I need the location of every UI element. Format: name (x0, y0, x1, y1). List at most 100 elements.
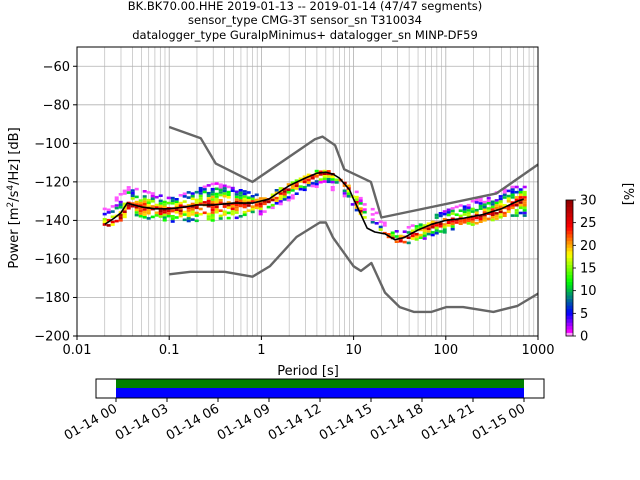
colorbar-step (566, 264, 573, 269)
psd-cell (210, 208, 215, 212)
psd-cell (218, 217, 223, 220)
colorbar-step (566, 237, 573, 242)
psd-cell (134, 211, 139, 214)
timeline-tick-label: 01-14 00 (62, 401, 120, 443)
psd-cell (202, 190, 207, 194)
psd-cell (454, 205, 459, 209)
psd-cell (178, 214, 183, 218)
psd-cell (126, 188, 131, 192)
psd-cell (458, 222, 463, 225)
psd-cell (482, 208, 487, 212)
psd-cell (138, 212, 143, 215)
psd-cell (126, 206, 131, 210)
psd-cell (226, 203, 231, 207)
timeline-tick-label: 01-14 03 (113, 401, 171, 443)
psd-cell (290, 189, 295, 192)
psd-cell (354, 190, 359, 194)
psd-cell (370, 213, 375, 216)
psd-cell (186, 211, 191, 215)
psd-cell (218, 191, 223, 194)
psd-cell (102, 207, 107, 211)
psd-cell (346, 192, 351, 195)
psd-cell (458, 209, 463, 212)
psd-cell (226, 190, 231, 194)
psd-cell (470, 207, 475, 211)
y-tick-label: −200 (34, 330, 70, 345)
psd-cell (462, 210, 467, 214)
psd-cell (130, 202, 135, 205)
psd-cell (210, 216, 215, 220)
psd-cell (466, 222, 471, 225)
colorbar-step (566, 291, 573, 296)
psd-cell (202, 201, 207, 204)
psd-cell (166, 209, 171, 213)
psd-cell (274, 202, 279, 205)
colorbar-step (566, 257, 573, 262)
psd-cell (142, 216, 147, 219)
psd-cell (306, 181, 311, 184)
psd-cell (442, 231, 447, 234)
psd-cell (290, 196, 295, 200)
psd-cell (498, 205, 503, 209)
psd-cell (290, 183, 295, 187)
psd-cell (118, 213, 123, 217)
psd-cell (122, 215, 127, 219)
psd-cell (214, 208, 219, 211)
psd-cell (322, 177, 327, 181)
psd-cell (314, 169, 319, 173)
psd-cell (326, 175, 331, 178)
psd-cell (462, 205, 467, 208)
psd-cell (486, 212, 491, 215)
psd-cell (322, 172, 327, 175)
psd-cell (146, 191, 151, 194)
psd-cell (510, 193, 515, 197)
psd-cell (246, 196, 251, 199)
psd-cell (138, 209, 143, 213)
psd-cell (110, 205, 115, 208)
psd-cell (522, 209, 527, 212)
psd-cell (486, 209, 491, 213)
psd-cell (170, 199, 175, 202)
y-tick-label: −140 (34, 214, 70, 229)
colorbar-step (566, 217, 573, 221)
psd-cell (450, 227, 455, 231)
psd-cell (238, 196, 243, 200)
psd-cell (278, 187, 283, 190)
psd-cell (262, 199, 267, 203)
colorbar-step (566, 230, 573, 235)
psd-cell (282, 190, 287, 193)
psd-cell (242, 195, 247, 198)
psd-cell (278, 200, 283, 203)
psd-cell (486, 199, 491, 202)
psd-cell (110, 220, 115, 224)
psd-cell (506, 210, 511, 213)
psd-cell (322, 180, 327, 183)
psd-cell (474, 201, 479, 204)
colorbar-step (566, 223, 573, 228)
psd-cell (122, 213, 127, 216)
psd-cell (354, 201, 359, 204)
psd-cell (498, 200, 503, 203)
psd-cell (194, 211, 199, 215)
psd-cell (314, 182, 319, 186)
colorbar-tick-label: 10 (580, 284, 597, 299)
psd-cell (142, 210, 147, 214)
psd-cell (166, 201, 171, 205)
psd-cell (250, 197, 255, 201)
psd-cell (270, 206, 275, 210)
psd-cell (498, 197, 503, 201)
psd-cell (334, 178, 339, 182)
psd-cell (394, 240, 399, 243)
psd-cell (270, 198, 275, 202)
psd-cell (102, 220, 107, 224)
psd-cell (210, 193, 215, 196)
psd-cell (150, 200, 155, 203)
psd-cell (202, 211, 207, 215)
psd-cell (194, 219, 199, 223)
psd-cell (254, 203, 259, 207)
timeline-tick-label: 01-14 18 (368, 401, 426, 443)
psd-cell (134, 195, 139, 199)
psd-cell (166, 212, 171, 215)
psd-cell (282, 195, 287, 199)
